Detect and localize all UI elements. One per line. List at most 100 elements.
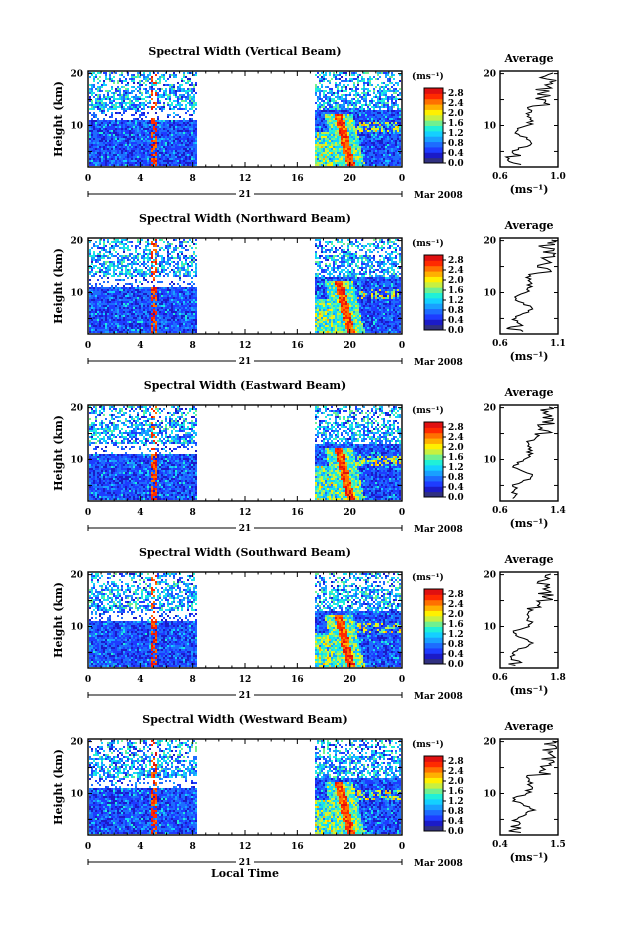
- heatmap-cell: [89, 132, 91, 134]
- heatmap-cell: [179, 255, 181, 257]
- heatmap-cell: [107, 122, 109, 124]
- heatmap-cell: [365, 150, 367, 152]
- heatmap-cell: [155, 136, 157, 138]
- heatmap-cell: [359, 255, 361, 257]
- heatmap-cell: [193, 144, 195, 146]
- heatmap-cell: [335, 82, 337, 84]
- heatmap-cell: [99, 253, 101, 255]
- heatmap-cell: [369, 164, 371, 166]
- heatmap-cell: [153, 82, 155, 84]
- heatmap-cell: [361, 138, 363, 140]
- heatmap-cell: [91, 158, 93, 160]
- heatmap-cell: [399, 247, 401, 249]
- heatmap-cell: [111, 156, 113, 158]
- heatmap-cell: [163, 78, 165, 80]
- heatmap-cell: [187, 88, 189, 90]
- heatmap-cell: [395, 120, 397, 122]
- heatmap-cell: [333, 110, 335, 112]
- heatmap-cell: [341, 158, 343, 160]
- heatmap-cell: [315, 164, 317, 166]
- heatmap-cell: [317, 263, 319, 265]
- heatmap-cell: [351, 273, 353, 275]
- heatmap-cell: [131, 283, 133, 285]
- heatmap-cell: [361, 156, 363, 158]
- heatmap-cell: [397, 134, 399, 136]
- heatmap-cell: [373, 285, 375, 287]
- heatmap-cell: [377, 100, 379, 102]
- heatmap-cell: [323, 80, 325, 82]
- heatmap-cell: [131, 140, 133, 142]
- heatmap-cell: [169, 138, 171, 140]
- heatmap-cell: [377, 122, 379, 124]
- heatmap-cell: [145, 134, 147, 136]
- heatmap-cell: [129, 255, 131, 257]
- heatmap-cell: [383, 102, 385, 104]
- heatmap-cell: [317, 283, 319, 285]
- heatmap-cell: [121, 160, 123, 162]
- heatmap-cell: [151, 142, 153, 144]
- heatmap-cell: [377, 144, 379, 146]
- heatmap-cell: [355, 275, 357, 277]
- heatmap-cell: [325, 86, 327, 88]
- heatmap-cell: [327, 154, 329, 156]
- heatmap-cell: [121, 259, 123, 261]
- heatmap-cell: [135, 120, 137, 122]
- heatmap-cell: [131, 152, 133, 154]
- heatmap-cell: [317, 285, 319, 287]
- heatmap-cell: [337, 156, 339, 158]
- heatmap-cell: [345, 154, 347, 156]
- heatmap-cell: [171, 261, 173, 263]
- heatmap-cell: [175, 92, 177, 94]
- heatmap-cell: [325, 116, 327, 118]
- heatmap-cell: [345, 128, 347, 130]
- heatmap-cell: [165, 269, 167, 271]
- heatmap-cell: [381, 245, 383, 247]
- heatmap-cell: [387, 122, 389, 124]
- heatmap-cell: [133, 164, 135, 166]
- heatmap-cell: [369, 273, 371, 275]
- heatmap-cell: [117, 245, 119, 247]
- heatmap-cell: [133, 140, 135, 142]
- heatmap-cell: [109, 152, 111, 154]
- heatmap-cell: [125, 154, 127, 156]
- heatmap-cell: [331, 267, 333, 269]
- heatmap-cell: [163, 269, 165, 271]
- heatmap-cell: [193, 110, 195, 112]
- heatmap-cell: [183, 122, 185, 124]
- heatmap-cell: [341, 148, 343, 150]
- heatmap-cell: [161, 162, 163, 164]
- heatmap-cell: [125, 243, 127, 245]
- heatmap-cell: [339, 281, 341, 283]
- heatmap-cell: [167, 243, 169, 245]
- heatmap-cell: [167, 259, 169, 261]
- heatmap-cell: [115, 152, 117, 154]
- heatmap-cell: [193, 142, 195, 144]
- heatmap-cell: [371, 148, 373, 150]
- heatmap-cell: [323, 120, 325, 122]
- heatmap-cell: [391, 259, 393, 261]
- heatmap-cell: [127, 148, 129, 150]
- heatmap-cell: [379, 108, 381, 110]
- heatmap-cell: [395, 132, 397, 134]
- heatmap-cell: [109, 102, 111, 104]
- heatmap-cell: [389, 118, 391, 120]
- heatmap-cell: [155, 150, 157, 152]
- heatmap-cell: [387, 78, 389, 80]
- heatmap-cell: [119, 96, 121, 98]
- heatmap-cell: [387, 241, 389, 243]
- heatmap-cell: [379, 94, 381, 96]
- heatmap-cell: [341, 136, 343, 138]
- heatmap-cell: [169, 106, 171, 108]
- heatmap-cell: [91, 86, 93, 88]
- heatmap-cell: [179, 102, 181, 104]
- heatmap-cell: [321, 160, 323, 162]
- heatmap-cell: [151, 130, 153, 132]
- heatmap-cell: [107, 98, 109, 100]
- heatmap-cell: [339, 110, 341, 112]
- heatmap-cell: [353, 86, 355, 88]
- heatmap-cell: [335, 154, 337, 156]
- heatmap-cell: [101, 120, 103, 122]
- heatmap-cell: [359, 136, 361, 138]
- heatmap-cell: [189, 275, 191, 277]
- heatmap-cell: [127, 132, 129, 134]
